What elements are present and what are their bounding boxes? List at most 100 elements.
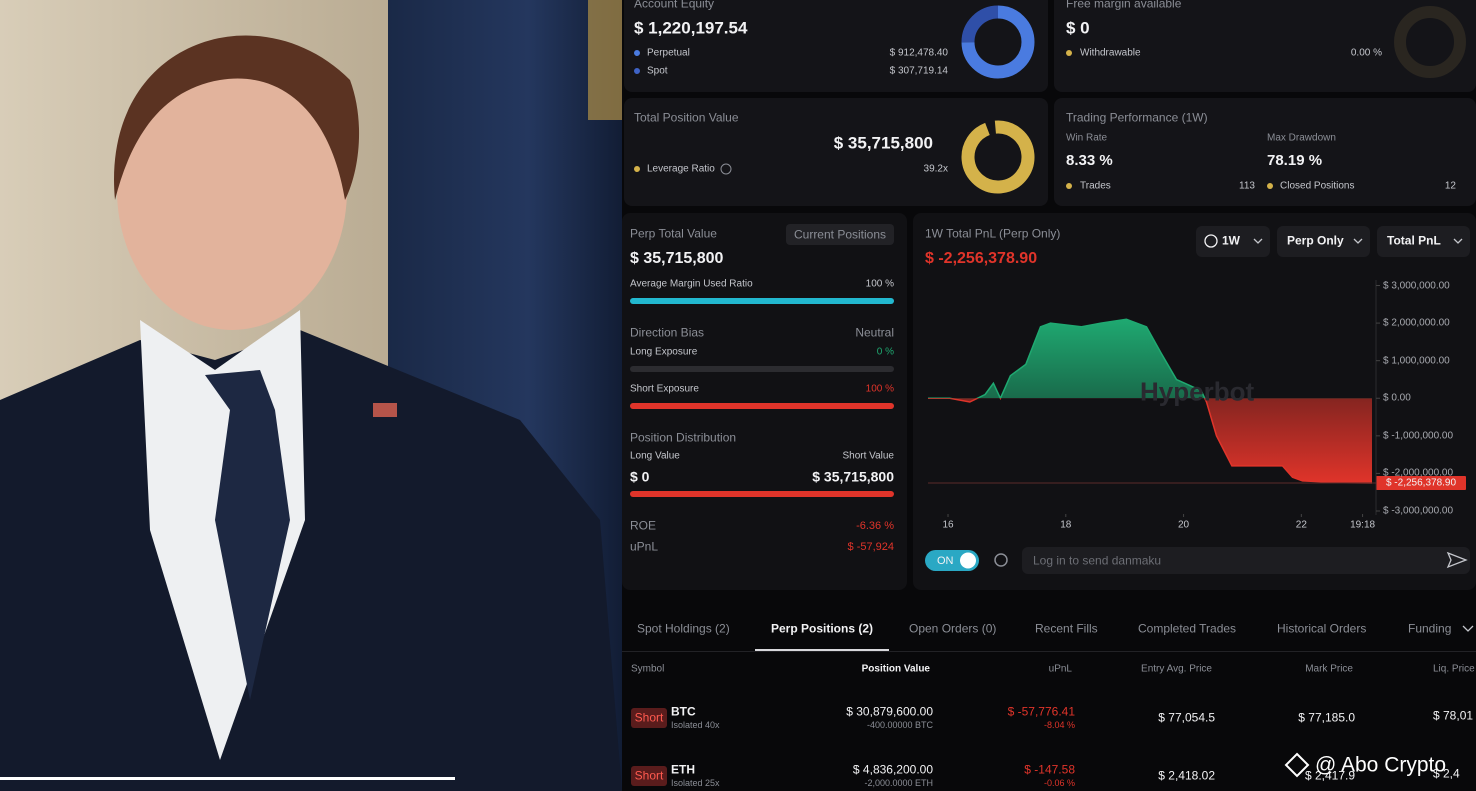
x-tick-label: 20: [1178, 519, 1190, 531]
bar: [630, 298, 894, 304]
position-size: -400.00000 BTC: [866, 720, 933, 731]
legend-dot: [634, 68, 640, 74]
tabs-more: [1462, 625, 1474, 632]
legend-label: Closed Positions: [1280, 180, 1355, 192]
clock-icon: [1204, 234, 1218, 248]
filter-dropdown[interactable]: [1196, 226, 1270, 257]
tab[interactable]: Open Orders (0): [909, 621, 997, 636]
equity-value: $ 1,220,197.54: [634, 18, 748, 38]
filter-label[interactable]: 1W: [1222, 233, 1240, 248]
row-label: Average Margin Used Ratio: [630, 278, 753, 290]
legend-label: Leverage Ratio: [647, 163, 715, 175]
card-title: Free margin available: [1066, 0, 1182, 11]
tab[interactable]: Perp Positions (2): [771, 621, 874, 636]
perp-value: $ 35,715,800: [630, 250, 724, 268]
margin-mode: Isolated 25x: [671, 778, 720, 789]
tab[interactable]: Funding: [1408, 621, 1452, 636]
donut-empty: [1394, 6, 1466, 78]
row-value: $ 0: [630, 468, 650, 485]
column-header[interactable]: Mark Price: [1305, 663, 1353, 675]
donut-segment: [961, 5, 1035, 79]
settings-icon: [994, 553, 1008, 567]
position-value: $ 30,879,600.00: [846, 704, 933, 719]
y-tick-label: $ 1,000,000.00: [1383, 355, 1450, 367]
legend-dot: [1267, 183, 1273, 189]
x-tick-label: 22: [1295, 519, 1307, 531]
tab[interactable]: Recent Fills: [1035, 621, 1098, 636]
column-header[interactable]: Liq. Price: [1433, 663, 1475, 675]
legend-label: Spot: [647, 65, 668, 77]
toggle-label[interactable]: ON: [937, 554, 954, 567]
filter-dropdown[interactable]: [1377, 226, 1470, 257]
y-tick-label: $ -1,000,000.00: [1383, 430, 1454, 442]
current-positions-button[interactable]: [786, 224, 894, 245]
legend-label: Trades: [1080, 180, 1111, 192]
mark-price: $ 2,417.9: [1304, 768, 1355, 783]
watermark: @ Abo Crypto: [1315, 753, 1447, 777]
button-label[interactable]: Current Positions: [793, 227, 887, 242]
legend-label: Perpetual: [647, 47, 690, 59]
tab[interactable]: Spot Holdings (2): [637, 621, 730, 636]
legend-value: $ 912,478.40: [889, 47, 948, 59]
panel-title: Perp Total Value: [630, 226, 717, 241]
free-margin-value: $ 0: [1066, 18, 1090, 38]
legend-value: 12: [1444, 180, 1456, 192]
hair: [114, 35, 360, 200]
x-tick-label: 19:18: [1350, 519, 1376, 531]
active-tab-underline: [755, 649, 889, 651]
card-title: Account Equity: [634, 0, 715, 11]
input-placeholder[interactable]: Log in to send danmaku: [1033, 553, 1162, 568]
filter-dropdown[interactable]: [1277, 226, 1370, 257]
side-badge: [631, 708, 667, 728]
chart-title: 1W Total PnL (Perp Only): [925, 226, 1061, 241]
row-label: ROE: [630, 518, 657, 533]
section-label: Direction Bias: [630, 325, 705, 340]
stat-value: 8.33 %: [1066, 151, 1113, 169]
current-pnl: $ -2,256,378.90: [925, 250, 1038, 268]
stat-value: 78.19 %: [1267, 151, 1323, 169]
area-negative: [928, 398, 1372, 483]
symbol: BTC: [671, 704, 696, 719]
side-label: Short: [634, 768, 664, 783]
legend-label: Withdrawable: [1080, 47, 1141, 59]
column-header[interactable]: Symbol: [631, 663, 665, 675]
y-tick-label: $ 2,000,000.00: [1383, 317, 1450, 329]
line-positive: [928, 318, 1206, 399]
column-header[interactable]: Position Value: [861, 663, 930, 675]
flag-edge: [588, 0, 622, 120]
stat-label: Max Drawdown: [1267, 132, 1336, 144]
performance-card: [1054, 98, 1476, 206]
bar-track: [630, 366, 894, 372]
tab-bar-divider: [622, 651, 1476, 652]
dropdown-caret: [1353, 238, 1363, 244]
line-negative: [928, 398, 1372, 484]
filter-label[interactable]: Perp Only: [1287, 233, 1344, 248]
legend-value: 113: [1239, 180, 1255, 192]
side-label: Short: [634, 710, 664, 725]
margin-mode: Isolated 40x: [671, 720, 720, 731]
perp-panel: [622, 213, 907, 590]
tab[interactable]: Completed Trades: [1138, 621, 1237, 636]
danmaku-input[interactable]: [1022, 547, 1470, 574]
x-tick-label: 18: [1060, 519, 1072, 531]
filter-label[interactable]: Total PnL: [1387, 233, 1441, 248]
tab[interactable]: Historical Orders: [1277, 621, 1367, 636]
y-tick-label: $ -3,000,000.00: [1383, 505, 1454, 517]
liq-price: $ 78,01: [1433, 708, 1474, 723]
last-value-label: $ -2,256,378.90: [1385, 477, 1457, 489]
bar-short: [630, 491, 894, 497]
entry-price: $ 2,418.02: [1158, 768, 1215, 783]
bar: [630, 403, 894, 409]
legend-dot: [634, 166, 640, 172]
dropdown-caret: [1453, 238, 1463, 244]
row-label: Long Exposure: [630, 346, 698, 358]
dropdown-caret: [1253, 238, 1263, 244]
symbol: ETH: [671, 762, 695, 777]
column-header[interactable]: Entry Avg. Price: [1141, 663, 1212, 675]
row-value: 100 %: [865, 278, 894, 290]
column-header[interactable]: uPnL: [1048, 663, 1072, 675]
row-label: Short Value: [842, 450, 894, 462]
y-tick-label: $ 0.00: [1383, 392, 1411, 404]
section-value: Neutral: [855, 325, 894, 340]
